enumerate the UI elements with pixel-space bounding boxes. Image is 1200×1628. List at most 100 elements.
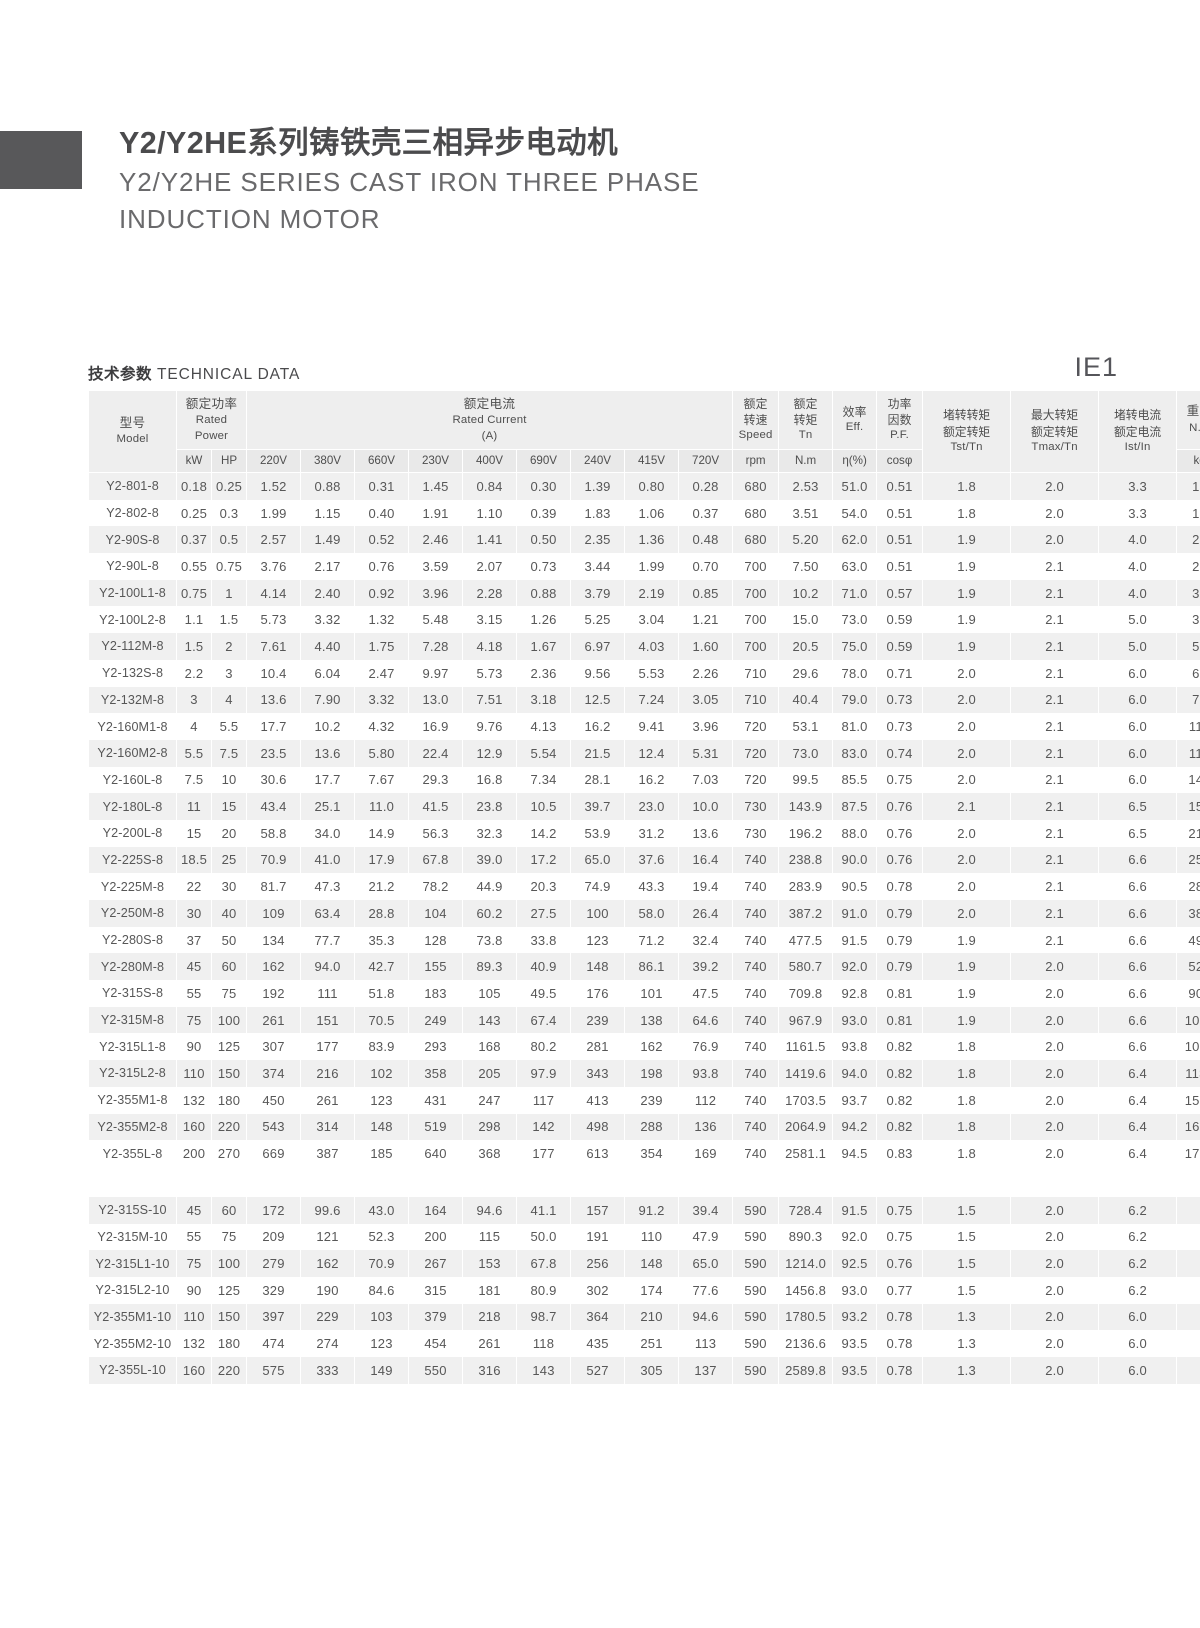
cell-tmax-tn: 2.0 [1010, 1330, 1100, 1357]
th-weight-cn: 重量 [1186, 404, 1200, 419]
cell-400v: 5.73 [462, 659, 518, 687]
cell-720v: 64.6 [678, 1006, 734, 1034]
cell-380v: 13.6 [300, 739, 356, 767]
cell-model: Y2-132M-8 [88, 686, 177, 714]
cell-380v: 177 [300, 1033, 356, 1061]
cell-kg: 496 [1176, 926, 1200, 954]
table-row: Y2-315L1-10 75 100 279 162 70.9 267 153 67.8 256 1… [88, 1250, 1200, 1277]
cell-400v: 316 [462, 1357, 518, 1384]
th-unit-400v: 400V [462, 449, 518, 473]
cell-400v: 12.9 [462, 739, 518, 767]
cell-eff: 90.0 [832, 846, 878, 874]
section-caption-en: TECHNICAL DATA [157, 366, 301, 383]
cell-415v: 3.04 [624, 606, 680, 634]
th-tmax-tn-cn2: 额定转矩 [1030, 424, 1079, 439]
th-power-factor-en: P.F. [890, 429, 910, 442]
cell-380v: 151 [300, 1006, 356, 1034]
th-model: 型号 Model [88, 391, 177, 473]
cell-220v: 397 [246, 1303, 302, 1331]
cell-hp: 1 [210, 579, 248, 607]
cell-tmax-tn: 2.0 [1010, 1250, 1100, 1277]
cell-model: Y2-160L-8 [88, 766, 177, 794]
cell-660v: 1.32 [354, 606, 410, 634]
cell-720v: 77.6 [678, 1276, 734, 1304]
th-tst-tn-cn1: 堵转转矩 [942, 408, 991, 423]
cell-model: Y2-100L1-8 [88, 579, 177, 607]
cell-220v: 261 [246, 1006, 302, 1034]
table-row: Y2-315L2-10 90 125 329 190 84.6 315 181 80.9 302 1… [88, 1276, 1200, 1304]
cell-230v: 7.28 [408, 633, 464, 660]
cell-n-m: 967.9 [778, 1006, 834, 1034]
cell-model: Y2-90L-8 [88, 553, 177, 580]
th-ist-in-cn2: 额定电流 [1113, 424, 1162, 439]
cell-eff: 93.5 [832, 1357, 878, 1384]
cell-220v: 329 [246, 1276, 302, 1304]
cell-660v: 123 [354, 1330, 410, 1357]
cell-kg: 25 [1176, 553, 1200, 580]
cell-tst-tn: 1.5 [922, 1250, 1012, 1277]
cell-400v: 115 [462, 1223, 518, 1251]
cell-rpm: 700 [732, 579, 780, 607]
cell-eff: 93.0 [832, 1276, 878, 1304]
table-row: Y2-90L-8 0.55 0.75 3.76 2.17 0.76 3.59 2.07 0.73… [88, 553, 1200, 580]
cell-n-m: 20.5 [778, 633, 834, 660]
cell-230v: 454 [408, 1330, 464, 1357]
cell-ist-in: 4.0 [1098, 579, 1178, 607]
cell-kw: 1.1 [176, 606, 212, 634]
cell-model: Y2-802-8 [88, 499, 177, 527]
cell-eff: 93.8 [832, 1033, 878, 1061]
cell-660v: 17.9 [354, 846, 410, 874]
th-unit-n-m: N.m [778, 449, 834, 473]
cell-690v: 17.2 [516, 846, 572, 874]
cell-690v: 0.30 [516, 472, 572, 500]
cell-ist-in: 6.4 [1098, 1113, 1178, 1141]
cell-660v: 0.92 [354, 579, 410, 607]
cell-660v: 70.5 [354, 1006, 410, 1034]
th-unit-cos-: cosφ [876, 449, 924, 473]
cell-pf: 0.77 [876, 1276, 924, 1304]
cell-380v: 41.0 [300, 846, 356, 874]
cell-415v: 31.2 [624, 819, 680, 847]
cell-415v: 239 [624, 1086, 680, 1114]
cell-kw: 160 [176, 1113, 212, 1141]
cell-kg: 60 [1176, 659, 1200, 687]
cell-rpm: 680 [732, 472, 780, 500]
cell-660v: 35.3 [354, 926, 410, 954]
cell-rpm: 590 [732, 1250, 780, 1277]
cell-690v: 14.2 [516, 819, 572, 847]
cell-rpm: 730 [732, 819, 780, 847]
cell-380v: 34.0 [300, 819, 356, 847]
cell-hp: 270 [210, 1140, 248, 1167]
cell-kg [1176, 1330, 1200, 1357]
cell-415v: 354 [624, 1140, 680, 1167]
cell-pf: 0.71 [876, 659, 924, 687]
cell-pf: 0.59 [876, 633, 924, 660]
th-torque: 额定 转矩 Tn [778, 391, 834, 450]
th-speed-cn1: 额定 [743, 396, 768, 411]
cell-pf: 0.81 [876, 1006, 924, 1034]
cell-model: Y2-112M-8 [88, 633, 177, 660]
cell-415v: 5.53 [624, 659, 680, 687]
table-row: Y2-355M2-8 160 220 543 314 148 519 298 142 498 288… [88, 1113, 1200, 1141]
cell-415v: 37.6 [624, 846, 680, 874]
cell-240v: 239 [570, 1006, 626, 1034]
cell-model: Y2-160M2-8 [88, 739, 177, 767]
cell-rpm: 740 [732, 1006, 780, 1034]
cell-hp: 60 [210, 953, 248, 981]
cell-400v: 1.41 [462, 526, 518, 554]
cell-690v: 117 [516, 1086, 572, 1114]
th-tmax-tn: 最大转矩 额定转矩 Tmax/Tn [1010, 391, 1100, 473]
cell-690v: 40.9 [516, 953, 572, 981]
th-weight-en: N.G [1189, 421, 1200, 434]
cell-hp: 125 [210, 1276, 248, 1304]
cell-690v: 80.2 [516, 1033, 572, 1061]
cell-kg: 284 [1176, 873, 1200, 900]
cell-660v: 5.80 [354, 739, 410, 767]
th-unit-240v: 240V [570, 449, 626, 473]
cell-380v: 2.17 [300, 553, 356, 580]
cell-400v: 298 [462, 1113, 518, 1141]
cell-ist-in: 6.2 [1098, 1276, 1178, 1304]
cell-ist-in: 6.0 [1098, 766, 1178, 794]
cell-690v: 0.39 [516, 499, 572, 527]
cell-240v: 28.1 [570, 766, 626, 794]
